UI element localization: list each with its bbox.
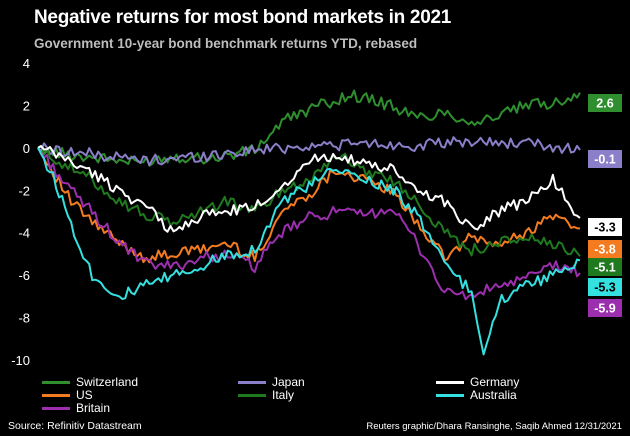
legend-label: Germany (470, 375, 520, 389)
y-tick-label: -6 (18, 268, 30, 283)
end-label-australia: -5.3 (588, 278, 622, 296)
y-tick-label: -10 (11, 353, 30, 368)
end-label-switzerland: 2.6 (588, 94, 622, 112)
end-label-britain: -5.9 (588, 299, 622, 317)
end-label-text: -5.1 (594, 261, 616, 275)
y-tick-label: 0 (23, 141, 30, 156)
series-line-britain (37, 147, 581, 301)
end-label-box (588, 258, 622, 276)
end-label-box (588, 150, 622, 168)
legend-swatch (436, 380, 464, 384)
legend-label: Switzerland (76, 375, 139, 389)
end-label-box (588, 240, 622, 258)
legend-label: Italy (272, 388, 295, 402)
legend-item-britain: Britain (42, 401, 110, 415)
legend-swatch (42, 406, 70, 410)
legend-item-australia: Australia (436, 388, 517, 402)
legend-swatch (42, 393, 70, 397)
y-axis: 4 2 0 -2 -4 -6 -8 -10 (11, 56, 30, 368)
end-label-text: -5.9 (594, 302, 616, 316)
legend-item-germany: Germany (436, 375, 519, 389)
legend-item-us: US (42, 388, 93, 402)
end-label-text: -3.8 (594, 243, 616, 257)
series-lines (37, 89, 581, 356)
legend-label: US (76, 388, 93, 402)
y-tick-label: 4 (23, 56, 30, 71)
end-label-box (588, 278, 622, 296)
end-label-text: 2.6 (596, 97, 613, 111)
series-line-japan (37, 136, 581, 167)
source-note: Source: Refinitiv Datastream (8, 420, 142, 432)
y-tick-label: -2 (18, 183, 30, 198)
end-labels: 2.6 -3.8 -5.9 -0.1 -5.1 -3.3 -5.3 (588, 94, 622, 317)
end-label-text: -5.3 (594, 281, 616, 295)
end-label-text: -3.3 (594, 221, 616, 235)
y-tick-label: 2 (23, 98, 30, 113)
y-tick-label: -8 (18, 311, 30, 326)
legend-label: Australia (470, 388, 517, 402)
legend-label: Britain (76, 401, 111, 415)
end-label-japan: -0.1 (588, 150, 622, 168)
series-line-switzerland (37, 89, 581, 167)
series-line-australia (37, 147, 581, 356)
legend-item-switzerland: Switzerland (42, 375, 138, 389)
legend-item-italy: Italy (238, 388, 294, 402)
end-label-box (588, 94, 622, 112)
legend-label: Japan (272, 375, 305, 389)
end-label-text: -0.1 (594, 153, 616, 167)
end-label-germany: -3.3 (588, 218, 622, 236)
chart-subtitle: Government 10-year bond benchmark return… (34, 36, 418, 51)
end-label-us: -3.8 (588, 240, 622, 258)
y-tick-label: -4 (18, 226, 30, 241)
credit-note: Reuters graphic/Dhara Ransinghe, Saqib A… (366, 421, 622, 432)
chart-title: Negative returns for most bond markets i… (34, 7, 451, 28)
series-line-germany (37, 145, 581, 233)
end-label-box (588, 299, 622, 317)
legend-swatch (42, 380, 70, 384)
legend-swatch (238, 393, 266, 397)
legend-swatch (436, 393, 464, 397)
legend-item-japan: Japan (238, 375, 305, 389)
legend-swatch (238, 380, 266, 384)
end-label-italy: -5.1 (588, 258, 622, 276)
legend: Switzerland Japan Germany US Italy Australia B… (42, 375, 622, 417)
end-label-box (588, 218, 622, 236)
